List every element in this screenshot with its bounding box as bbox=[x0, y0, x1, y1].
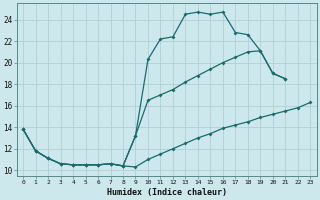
X-axis label: Humidex (Indice chaleur): Humidex (Indice chaleur) bbox=[107, 188, 227, 197]
